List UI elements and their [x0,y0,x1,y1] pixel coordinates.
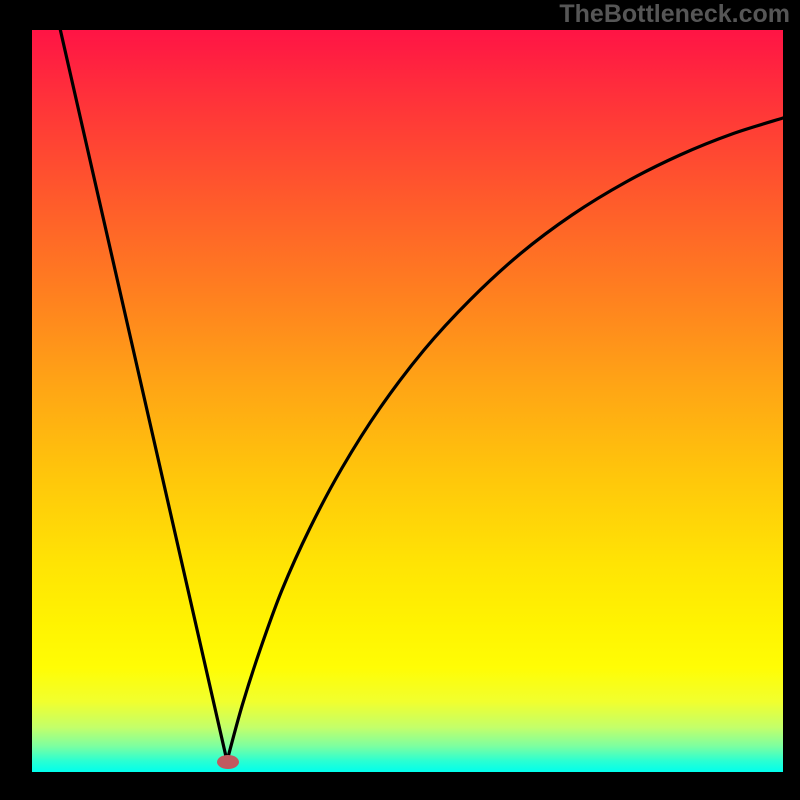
plot-area [32,30,783,772]
chart-frame: TheBottleneck.com [0,0,800,800]
watermark-text: TheBottleneck.com [559,0,790,29]
optimal-point-marker [217,755,239,769]
plot-svg [32,30,783,772]
